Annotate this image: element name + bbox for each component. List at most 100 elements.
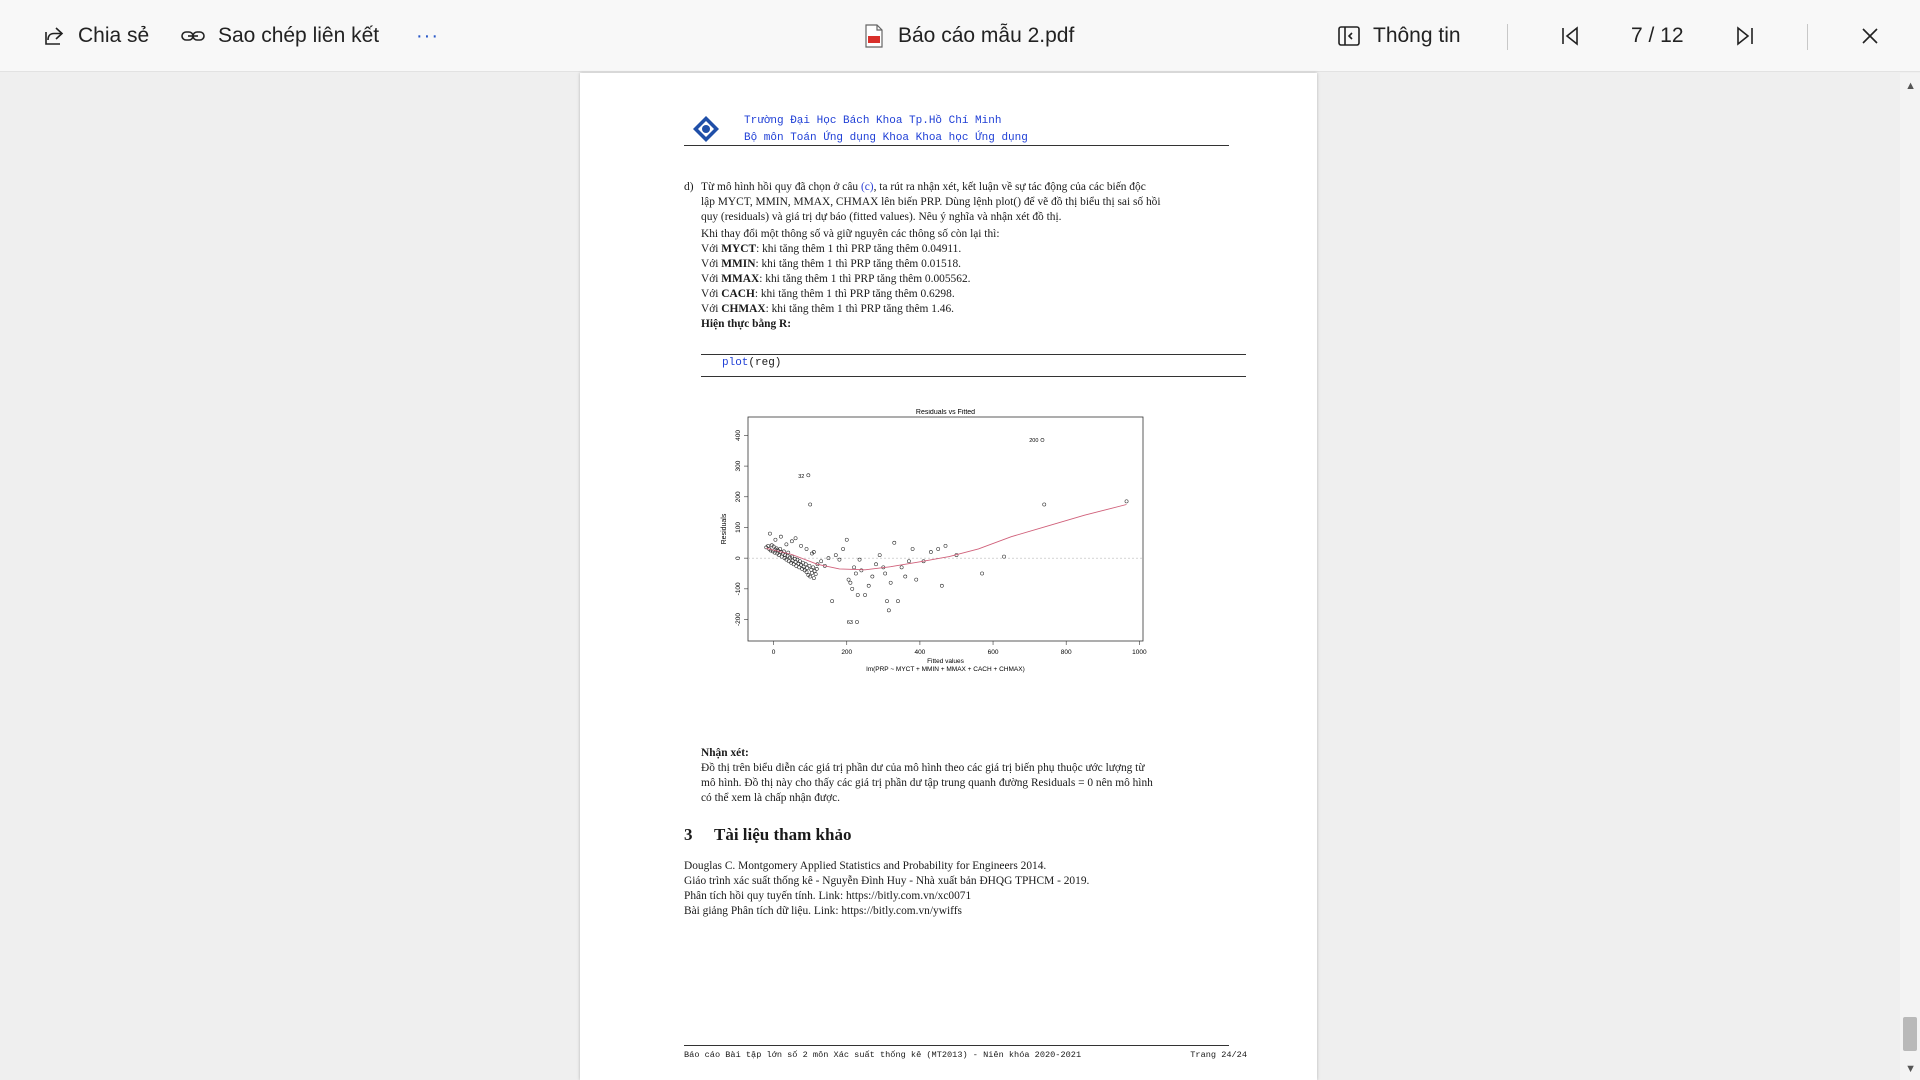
data-point xyxy=(833,553,838,557)
answer-item: Với MMIN: khi tăng thêm 1 thì PRP tăng t… xyxy=(701,258,961,270)
data-point xyxy=(943,544,948,548)
reference-item: Bài giảng Phân tích dữ liệu. Link: https… xyxy=(684,905,962,917)
data-point xyxy=(888,580,893,585)
code-args: (reg) xyxy=(748,357,782,369)
data-point xyxy=(844,537,849,542)
data-point xyxy=(883,571,888,576)
share-button[interactable]: Chia sẻ xyxy=(42,0,149,72)
x-tick-label: 1000 xyxy=(1132,649,1147,656)
university-logo-icon xyxy=(692,115,720,143)
answer-item: Với MMAX: khi tăng thêm 1 thì PRP tăng t… xyxy=(701,273,971,285)
data-point xyxy=(814,567,819,571)
data-point xyxy=(899,565,904,570)
data-point xyxy=(798,559,802,564)
data-point xyxy=(779,534,783,539)
header-university: Trường Đại Học Bách Khoa Tp.Hồ Chí Minh xyxy=(744,115,1002,127)
data-point xyxy=(804,570,809,574)
data-point xyxy=(1042,502,1047,507)
data-point xyxy=(807,563,812,568)
data-point xyxy=(811,576,816,580)
data-point xyxy=(811,565,815,570)
data-point xyxy=(788,555,792,560)
last-page-button[interactable] xyxy=(1734,0,1756,72)
impl-label: Hiện thực bằng R: xyxy=(701,318,792,330)
question-marker: d) xyxy=(684,181,694,193)
x-tick-label: 400 xyxy=(914,649,925,656)
data-point xyxy=(1124,499,1129,504)
answer-item: Với MYCT: khi tăng thêm 1 thì PRP tăng t… xyxy=(701,243,962,255)
data-point xyxy=(1040,438,1045,442)
data-point xyxy=(866,583,871,588)
data-point xyxy=(786,550,791,555)
data-point xyxy=(793,536,798,541)
x-tick-label: 600 xyxy=(988,649,999,656)
data-point xyxy=(819,559,824,564)
toolbar: Chia sẻ Sao chép liên kết ··· Báo cáo mẫ… xyxy=(0,0,1920,72)
data-point xyxy=(885,599,889,603)
comment-line-3: có thể xem là chấp nhận được. xyxy=(701,792,841,804)
data-point xyxy=(826,556,831,561)
data-point xyxy=(855,593,860,597)
data-point xyxy=(903,574,908,579)
share-icon xyxy=(42,24,66,48)
data-point xyxy=(810,571,814,575)
data-point xyxy=(896,599,900,603)
question-line-2: lập MYCT, MMIN, MMAX, CHMAX lên biến PRP… xyxy=(701,196,1161,208)
point-label: 63 xyxy=(847,620,853,626)
comment-line-1: Đồ thị trên biểu diễn các giá trị phần d… xyxy=(701,762,1145,774)
document-viewer[interactable]: Trường Đại Học Bách Khoa Tp.Hồ Chí Minh … xyxy=(0,73,1920,1080)
header-rule xyxy=(684,145,1229,146)
reference-item: Phân tích hồi quy tuyến tính. Link: http… xyxy=(684,890,972,902)
vertical-scrollbar[interactable] xyxy=(1900,73,1920,1080)
data-point xyxy=(1002,554,1006,559)
copy-link-button[interactable]: Sao chép liên kết xyxy=(180,0,379,72)
y-tick-label: 100 xyxy=(735,522,742,533)
y-axis-label: Residuals xyxy=(721,513,728,544)
scrollbar-thumb[interactable] xyxy=(1903,1017,1917,1051)
y-tick-label: 400 xyxy=(735,430,742,441)
data-point xyxy=(797,565,802,570)
data-point xyxy=(841,547,845,551)
scroll-down-icon[interactable]: ▼ xyxy=(1905,1063,1916,1075)
y-tick-label: 300 xyxy=(735,460,742,471)
data-point xyxy=(939,583,944,588)
more-icon[interactable]: ··· xyxy=(416,24,439,47)
answer-intro: Khi thay đổi một thông số và giữ nguyên … xyxy=(701,228,1000,240)
data-point xyxy=(790,539,794,544)
header-department: Bộ môn Toán Ứng dụng Khoa Khoa học Ứng d… xyxy=(744,132,1028,144)
data-point xyxy=(877,553,882,557)
code-fn: plot xyxy=(722,357,749,369)
data-point xyxy=(784,542,789,547)
reference-item: Giáo trình xác suất thống kê - Nguyễn Đì… xyxy=(684,875,1090,887)
scroll-up-icon[interactable]: ▲ xyxy=(1905,80,1916,92)
close-button[interactable] xyxy=(1860,0,1880,72)
reference-item: Douglas C. Montgomery Applied Statistics… xyxy=(684,860,1047,872)
data-point xyxy=(830,599,834,603)
page-indicator[interactable]: 7 / 12 xyxy=(1631,24,1684,47)
data-point xyxy=(852,565,856,570)
question-ref-link[interactable]: (c) xyxy=(860,181,874,193)
smoother-line xyxy=(766,504,1127,571)
close-icon xyxy=(1860,26,1880,46)
section-heading: 3 Tài liệu tham khảo xyxy=(684,825,852,844)
chart-sublabel: lm(PRP ~ MYCT + MMIN + MMAX + CACH + CHM… xyxy=(866,666,1025,673)
info-button[interactable]: Thông tin xyxy=(1337,0,1461,72)
copy-link-label: Sao chép liên kết xyxy=(218,24,380,47)
data-point xyxy=(859,568,864,573)
toolbar-divider xyxy=(1507,24,1508,50)
data-point xyxy=(806,473,811,478)
link-icon xyxy=(180,24,206,48)
question-line-1: Từ mô hình hồi quy đã chọn ở câu (c), ta… xyxy=(701,181,1146,193)
data-point xyxy=(837,557,842,562)
data-point xyxy=(870,574,875,579)
data-point xyxy=(892,540,897,545)
comment-title: Nhận xét: xyxy=(701,747,749,759)
data-point xyxy=(799,563,803,567)
data-point xyxy=(771,544,776,549)
pdf-file-icon xyxy=(864,24,884,48)
data-point xyxy=(768,531,772,536)
first-page-button[interactable] xyxy=(1559,0,1581,72)
data-point xyxy=(848,580,853,585)
plot-frame xyxy=(747,416,1144,642)
footer-rule xyxy=(684,1045,1229,1046)
